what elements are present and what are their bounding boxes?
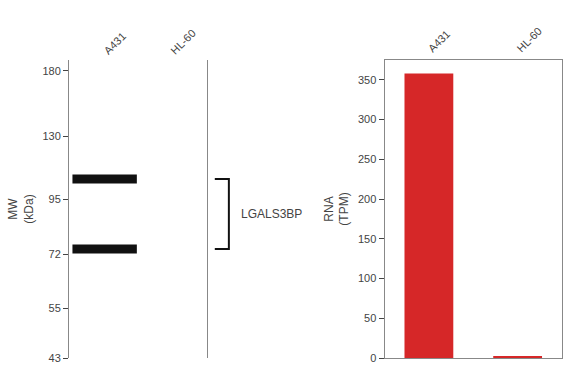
svg-text:LGALS3BP: LGALS3BP	[241, 207, 302, 221]
svg-text:HL-60: HL-60	[514, 25, 544, 55]
svg-text:250: 250	[358, 153, 376, 165]
svg-text:300: 300	[358, 113, 376, 125]
svg-text:95: 95	[49, 193, 61, 205]
svg-text:55: 55	[49, 302, 61, 314]
svg-text:72: 72	[49, 248, 61, 260]
svg-text:A431: A431	[426, 28, 453, 55]
svg-text:130: 130	[42, 130, 60, 142]
svg-text:A431: A431	[101, 30, 128, 57]
svg-text:43: 43	[49, 352, 61, 364]
svg-text:150: 150	[358, 233, 376, 245]
svg-text:200: 200	[358, 193, 376, 205]
svg-text:50: 50	[364, 312, 376, 324]
svg-text:350: 350	[358, 74, 376, 86]
svg-text:MW(kDa): MW(kDa)	[6, 194, 36, 223]
svg-text:0: 0	[370, 352, 376, 364]
svg-text:180: 180	[42, 65, 60, 77]
svg-text:HL-60: HL-60	[168, 27, 198, 57]
svg-text:RNA(TPM): RNA(TPM)	[322, 192, 352, 225]
svg-text:100: 100	[358, 272, 376, 284]
